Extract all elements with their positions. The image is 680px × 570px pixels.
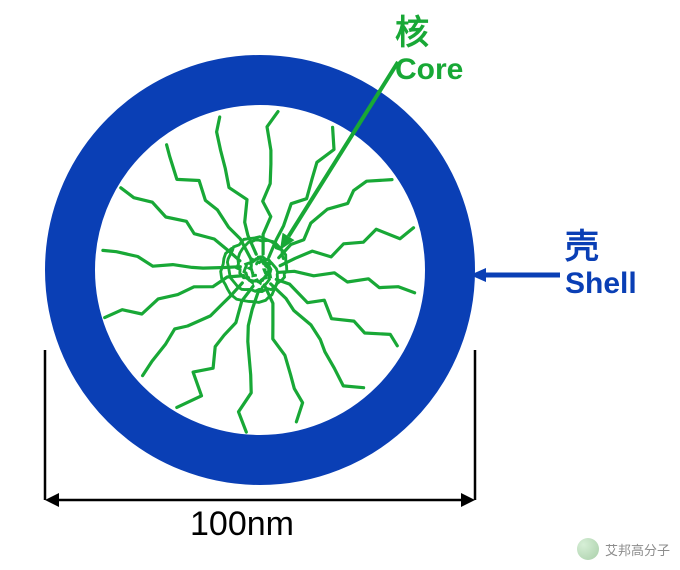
core-label-en: Core	[395, 53, 463, 88]
core-strands	[103, 112, 415, 433]
watermark: 艾邦高分子	[577, 538, 670, 560]
core-label: 核 Core	[395, 14, 463, 88]
core-label-cn: 核	[395, 14, 463, 53]
shell-label-en: Shell	[565, 267, 637, 302]
shell-label-cn: 壳	[565, 228, 637, 267]
watermark-text: 艾邦高分子	[605, 540, 670, 559]
shell-ring	[70, 80, 450, 460]
shell-arrow	[470, 268, 560, 282]
watermark-icon	[577, 538, 599, 560]
scale-label: 100nm	[190, 505, 294, 544]
shell-label: 壳 Shell	[565, 228, 637, 302]
